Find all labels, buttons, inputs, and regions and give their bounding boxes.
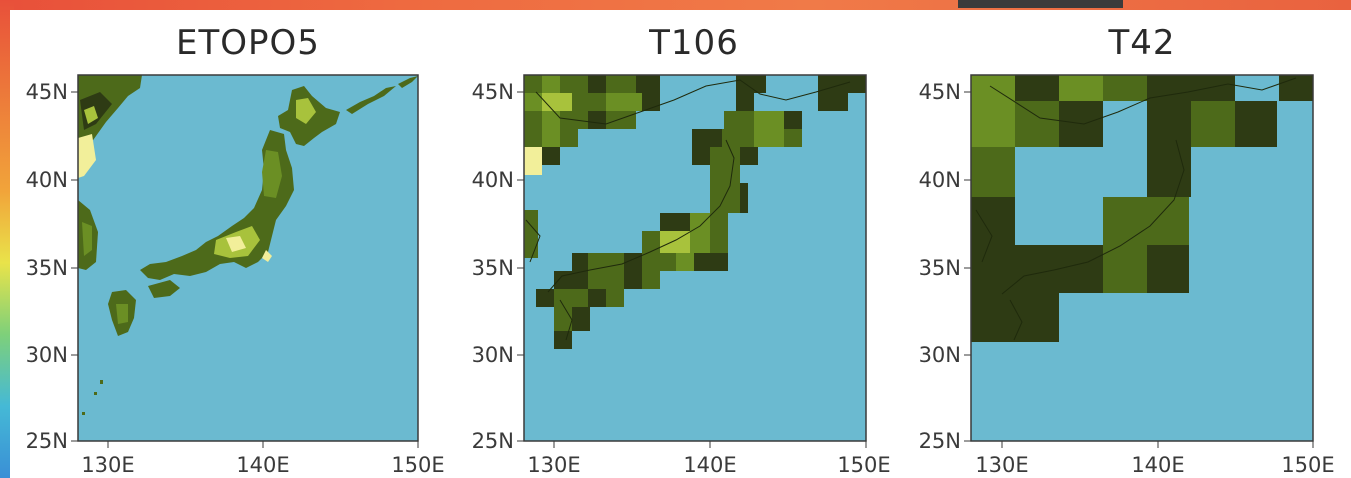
y-tick-label: 30N xyxy=(919,343,961,367)
panel-etopo5: ETOPO5 45N 40N xyxy=(26,23,445,477)
x-axis: 130E 140E 150E xyxy=(527,441,891,477)
y-tick-label: 25N xyxy=(472,429,514,453)
y-tick-label: 30N xyxy=(26,343,68,367)
x-axis: 130E 140E 150E xyxy=(81,441,445,477)
x-axis: 130E 140E 150E xyxy=(975,441,1335,477)
coastline xyxy=(535,79,851,125)
y-tick-label: 30N xyxy=(472,343,514,367)
panel-title: T42 xyxy=(1107,23,1175,63)
y-tick-label: 35N xyxy=(472,256,514,280)
x-tick-label: 140E xyxy=(683,453,736,477)
y-tick-label: 45N xyxy=(26,80,68,104)
map-frame xyxy=(970,74,1314,442)
map-frame xyxy=(523,74,867,442)
x-tick-label: 150E xyxy=(1281,453,1334,477)
y-tick-label: 25N xyxy=(919,429,961,453)
x-tick-label: 130E xyxy=(81,453,134,477)
x-tick-label: 130E xyxy=(527,453,580,477)
y-tick-label: 35N xyxy=(26,256,68,280)
y-tick-label: 45N xyxy=(472,80,514,104)
y-tick-label: 25N xyxy=(26,429,68,453)
x-tick-label: 150E xyxy=(837,453,890,477)
y-tick-label: 45N xyxy=(919,80,961,104)
x-tick-label: 140E xyxy=(236,453,289,477)
y-tick-label: 40N xyxy=(26,168,68,192)
panel-t106: T106 xyxy=(472,23,891,477)
x-tick-label: 140E xyxy=(1131,453,1184,477)
land-peak xyxy=(78,134,96,178)
land-shikoku xyxy=(148,280,180,298)
coastline xyxy=(989,77,1297,125)
x-tick-label: 150E xyxy=(391,453,444,477)
background-tab xyxy=(958,0,1123,8)
y-axis: 45N 40N 35N 30N 25N xyxy=(26,80,78,453)
panel-title: T106 xyxy=(648,23,739,63)
x-tick-label: 130E xyxy=(975,453,1028,477)
y-tick-label: 40N xyxy=(919,168,961,192)
y-tick-label: 35N xyxy=(919,256,961,280)
panel-title: ETOPO5 xyxy=(176,23,320,63)
panel-t42: T42 xyxy=(919,23,1335,477)
land-grid-cells xyxy=(971,75,1313,342)
y-axis: 45N 40N 35N 30N 25N xyxy=(472,80,524,453)
y-tick-label: 40N xyxy=(472,168,514,192)
y-axis: 45N 40N 35N 30N 25N xyxy=(919,80,971,453)
land-grid-cells xyxy=(524,75,866,349)
map-frame xyxy=(77,74,419,442)
